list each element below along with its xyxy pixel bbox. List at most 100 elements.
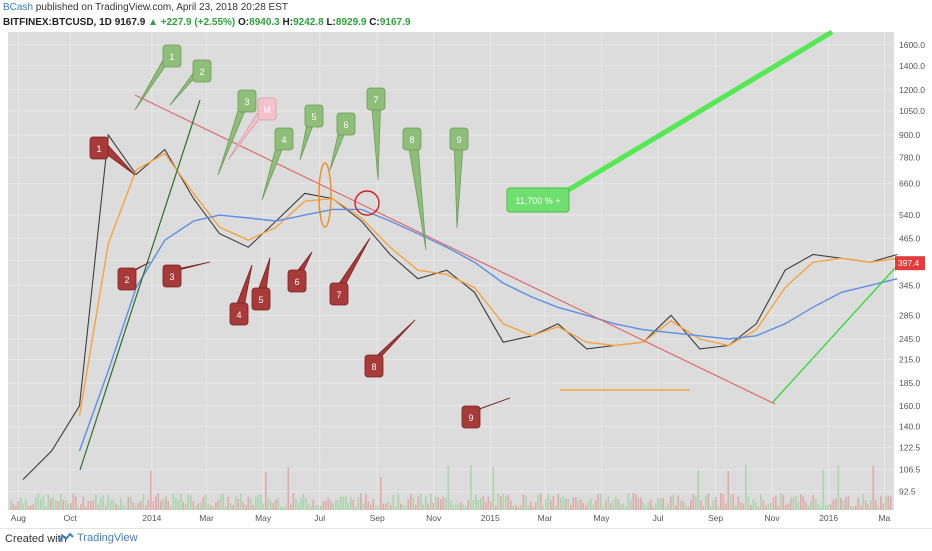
red-callout-3-box	[162, 264, 182, 288]
green-callout-1-box	[162, 44, 182, 68]
volume-bar	[25, 499, 27, 510]
volume-bar	[392, 494, 395, 510]
current-price-tag	[895, 256, 925, 271]
green-callout-9-label: 9	[456, 135, 461, 145]
volume-bar	[305, 497, 307, 510]
volume-bar	[220, 494, 222, 510]
volume-bar	[770, 502, 772, 510]
volume-bar	[492, 467, 495, 510]
volume-bar	[585, 505, 587, 510]
volume-bar	[587, 501, 590, 510]
volume-bar	[572, 497, 575, 510]
high-value: 9242.8	[293, 17, 324, 28]
tradingview-link[interactable]: TradingView	[58, 532, 138, 544]
volume-bar	[320, 505, 322, 510]
volume-bar	[425, 495, 427, 510]
volume-bar	[105, 505, 107, 510]
volume-bar	[132, 501, 135, 510]
red-callout-8-label: 8	[371, 362, 376, 372]
volume-bar	[482, 495, 485, 510]
volume-bar	[720, 493, 722, 510]
footer-bar: Created with TradingView	[0, 528, 932, 551]
symbol-line: BITFINEX:BTCUSD, 1D 9167.9 ▲ +227.9 (+2.…	[3, 17, 410, 28]
high-label: H:	[282, 17, 294, 28]
x-tick-label: May	[255, 513, 272, 523]
volume-bar	[515, 505, 517, 510]
volume-bar	[145, 505, 147, 510]
red-callout-4-box	[229, 302, 249, 326]
volume-bar	[107, 495, 110, 510]
volume-bar	[610, 502, 612, 510]
green-callout-7-box	[366, 87, 386, 111]
volume-bar	[775, 495, 777, 510]
author-link[interactable]: BCash	[3, 2, 34, 13]
volume-bar	[127, 496, 130, 510]
volume-bar	[742, 503, 745, 510]
price-chart[interactable]: 1600.0 1400.0 1200.0 1050.0 900.0 780.0 660.0 5…	[0, 0, 932, 528]
volume-bar	[880, 495, 882, 510]
volume-bar	[752, 499, 755, 510]
volume-bar	[177, 499, 180, 510]
volume-bar	[110, 500, 112, 510]
volume-bar	[195, 505, 197, 510]
volume-bar	[652, 506, 655, 510]
volume-bar	[290, 504, 292, 510]
volume-bar	[160, 500, 162, 510]
volume-bar	[185, 503, 187, 510]
volume-bar	[135, 505, 137, 510]
volume-bar	[330, 500, 332, 510]
volume-bar	[202, 496, 205, 510]
volume-bar	[147, 500, 150, 510]
volume-bar	[550, 499, 552, 510]
volume-bar	[285, 505, 287, 510]
volume-bar	[212, 506, 215, 510]
volume-bar	[690, 500, 692, 510]
volume-bar	[125, 506, 127, 510]
volume-bar	[615, 496, 617, 510]
x-tick-label: 2015	[481, 513, 500, 523]
volume-bar	[97, 504, 100, 510]
volume-bar	[467, 499, 470, 510]
ma-slow-line	[78, 208, 898, 452]
volume-bar	[835, 498, 837, 510]
volume-bar	[557, 493, 560, 510]
volume-bar	[52, 497, 55, 510]
volume-bar	[297, 502, 300, 510]
volume-bar	[620, 503, 622, 510]
green-callout-4-box	[274, 127, 294, 151]
x-tick-label: Ma	[878, 513, 890, 523]
volume-bar	[450, 500, 452, 510]
volume-bar	[180, 493, 182, 510]
red-callout-9-box	[461, 405, 481, 429]
volume-bar	[415, 505, 417, 510]
volume-bar	[215, 502, 217, 510]
volume-bar	[465, 505, 467, 510]
volume-bar	[360, 493, 362, 510]
volume-bar	[67, 503, 70, 510]
volume-bar	[712, 499, 715, 510]
volume-bar	[407, 499, 410, 510]
volume-bar	[122, 505, 125, 510]
volume-bar	[65, 500, 67, 510]
volume-bar	[735, 505, 737, 510]
close-label: C:	[369, 17, 380, 28]
volume-bar	[412, 497, 415, 510]
volume-bar	[262, 503, 265, 510]
volume-bar	[302, 493, 305, 510]
volume-bar	[517, 506, 520, 510]
volume-bar	[380, 476, 382, 510]
y-tick-label: 185.0	[899, 378, 921, 388]
volume-bar	[555, 505, 557, 510]
x-tick-label: 2014	[142, 513, 161, 523]
volume-bar	[490, 501, 492, 510]
y-tick-label: 285.0	[899, 310, 921, 320]
volume-bar	[30, 505, 32, 510]
volume-bar	[762, 500, 765, 510]
volume-bar	[102, 495, 105, 510]
volume-bar	[875, 500, 877, 510]
y-tick-label: 780.0	[899, 152, 921, 162]
volume-bar	[222, 493, 225, 510]
volume-bar	[812, 495, 815, 510]
volume-bar	[837, 465, 840, 510]
volume-bar	[640, 497, 642, 510]
